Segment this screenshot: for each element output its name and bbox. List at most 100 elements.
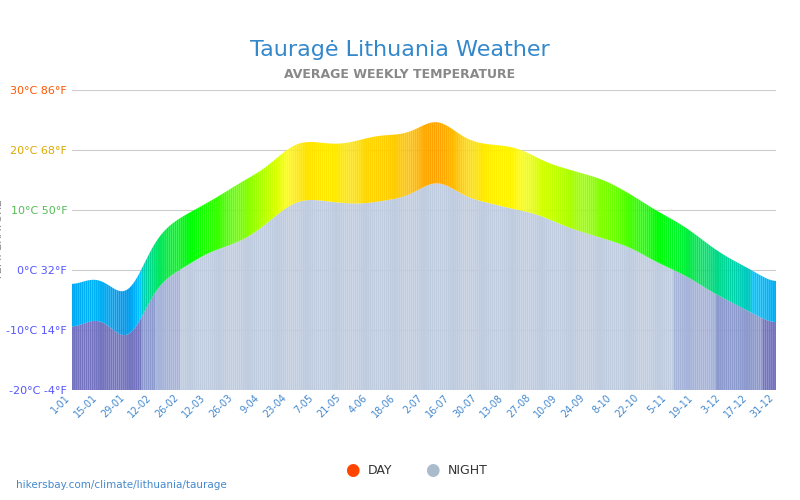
Polygon shape	[521, 150, 522, 211]
Polygon shape	[436, 122, 438, 184]
Polygon shape	[184, 266, 186, 390]
Polygon shape	[117, 332, 118, 390]
Polygon shape	[293, 204, 294, 390]
Polygon shape	[420, 188, 422, 390]
Polygon shape	[113, 288, 114, 331]
Polygon shape	[490, 144, 492, 204]
Polygon shape	[507, 208, 509, 390]
Polygon shape	[244, 238, 246, 390]
Polygon shape	[196, 208, 198, 260]
Polygon shape	[126, 334, 128, 390]
Polygon shape	[270, 220, 271, 390]
Polygon shape	[434, 184, 436, 390]
Polygon shape	[714, 293, 716, 390]
Polygon shape	[530, 154, 532, 214]
Polygon shape	[484, 202, 486, 390]
Polygon shape	[254, 232, 256, 390]
Polygon shape	[538, 158, 540, 216]
Polygon shape	[213, 198, 215, 251]
Polygon shape	[194, 260, 196, 390]
Polygon shape	[623, 245, 625, 390]
Polygon shape	[308, 200, 310, 390]
Polygon shape	[615, 242, 618, 390]
Polygon shape	[434, 122, 436, 184]
Polygon shape	[739, 264, 741, 308]
Polygon shape	[731, 302, 734, 390]
Polygon shape	[573, 170, 575, 230]
Polygon shape	[612, 241, 614, 390]
Polygon shape	[345, 203, 346, 390]
Polygon shape	[387, 200, 389, 390]
Polygon shape	[294, 202, 296, 390]
Polygon shape	[339, 202, 341, 390]
Polygon shape	[457, 191, 459, 390]
Polygon shape	[409, 194, 410, 390]
Polygon shape	[192, 210, 194, 262]
Polygon shape	[766, 278, 768, 320]
Polygon shape	[563, 226, 565, 390]
Polygon shape	[666, 266, 668, 390]
Polygon shape	[155, 240, 157, 292]
Polygon shape	[509, 146, 511, 208]
Polygon shape	[462, 194, 465, 390]
Polygon shape	[360, 140, 362, 203]
Polygon shape	[682, 274, 683, 390]
Polygon shape	[660, 212, 662, 264]
Polygon shape	[625, 246, 627, 390]
Polygon shape	[689, 230, 691, 279]
Polygon shape	[670, 218, 671, 269]
Polygon shape	[186, 264, 188, 390]
Polygon shape	[262, 226, 263, 390]
Polygon shape	[198, 258, 200, 390]
Polygon shape	[114, 331, 117, 390]
Polygon shape	[386, 200, 387, 390]
Polygon shape	[438, 184, 439, 390]
Polygon shape	[275, 158, 277, 216]
Polygon shape	[738, 262, 739, 306]
Polygon shape	[741, 308, 743, 390]
Polygon shape	[498, 145, 499, 206]
Polygon shape	[478, 200, 480, 390]
Polygon shape	[525, 212, 526, 390]
Polygon shape	[446, 185, 447, 390]
Polygon shape	[758, 274, 761, 318]
Polygon shape	[86, 280, 87, 323]
Polygon shape	[578, 172, 581, 232]
Polygon shape	[97, 321, 99, 390]
Polygon shape	[151, 246, 154, 299]
Polygon shape	[461, 193, 462, 390]
Polygon shape	[293, 146, 294, 204]
Polygon shape	[600, 238, 602, 390]
Polygon shape	[103, 322, 105, 390]
Polygon shape	[306, 142, 308, 201]
Polygon shape	[266, 166, 267, 224]
Polygon shape	[575, 172, 577, 230]
Polygon shape	[410, 193, 412, 390]
Polygon shape	[240, 182, 242, 240]
Polygon shape	[618, 187, 619, 244]
Polygon shape	[629, 194, 631, 248]
Polygon shape	[761, 318, 762, 390]
Polygon shape	[252, 175, 254, 234]
Polygon shape	[511, 147, 513, 209]
Polygon shape	[641, 253, 642, 390]
Polygon shape	[207, 202, 210, 254]
Polygon shape	[492, 144, 494, 204]
Polygon shape	[743, 266, 745, 310]
Polygon shape	[638, 200, 641, 253]
Polygon shape	[266, 222, 267, 390]
Polygon shape	[250, 176, 252, 236]
Polygon shape	[770, 280, 772, 322]
Polygon shape	[679, 224, 682, 274]
Polygon shape	[513, 209, 515, 390]
Polygon shape	[285, 208, 286, 390]
Polygon shape	[631, 195, 633, 250]
Polygon shape	[558, 223, 559, 390]
Polygon shape	[565, 168, 567, 227]
Polygon shape	[206, 202, 207, 254]
Polygon shape	[650, 258, 652, 390]
Polygon shape	[594, 236, 596, 390]
Polygon shape	[140, 269, 142, 320]
Polygon shape	[211, 251, 213, 390]
Polygon shape	[764, 319, 766, 390]
